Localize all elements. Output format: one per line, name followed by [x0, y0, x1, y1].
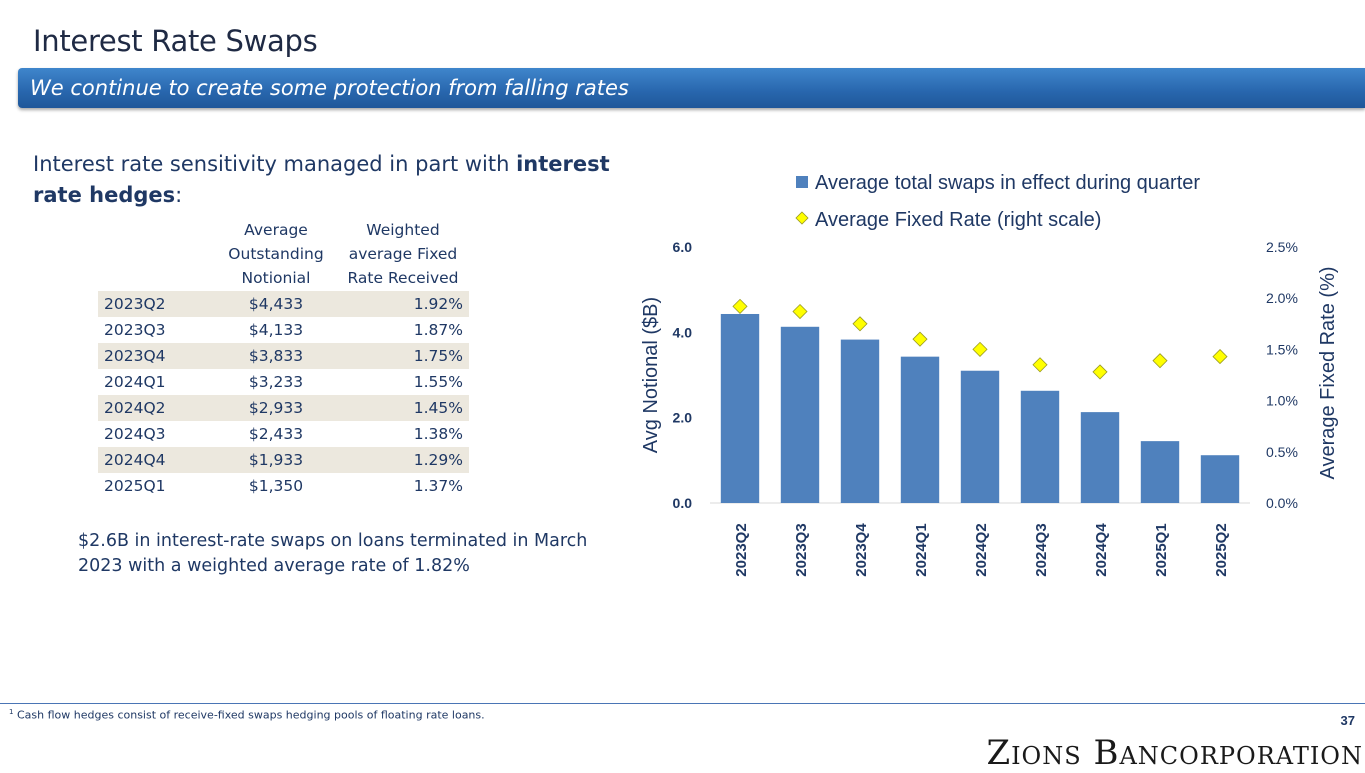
- legend-bar-label: Average total swaps in effect during qua…: [815, 172, 1200, 194]
- row-quarter: 2023Q2: [98, 291, 215, 317]
- row-notional: $4,133: [248, 321, 304, 339]
- row-quarter: 2024Q1: [104, 373, 166, 391]
- row-rate: 1.75%: [337, 343, 469, 369]
- bar: [1080, 412, 1120, 503]
- termination-note: $2.6B in interest-rate swaps on loans te…: [78, 531, 588, 576]
- intro-text-end: :: [175, 183, 183, 207]
- x-tick-label: 2024Q2: [973, 523, 990, 576]
- legend-diamond-label: Average Fixed Rate (right scale): [815, 209, 1101, 231]
- x-tick-label: 2024Q1: [913, 523, 930, 576]
- row-rate: 1.92%: [337, 291, 469, 317]
- y-right-tick-label: 0.0%: [1266, 495, 1298, 511]
- footer-divider: [0, 703, 1365, 704]
- y-tick-label: 6.0: [673, 239, 693, 255]
- rate-point: [852, 316, 868, 332]
- row-quarter: 2023Q4: [98, 343, 215, 369]
- y-right-tick-label: 1.5%: [1266, 341, 1298, 357]
- table-header-row: Average Outstanding Notionial Weighted a…: [98, 218, 469, 291]
- page-title: Interest Rate Swaps: [33, 24, 318, 58]
- rate-point: [1032, 357, 1048, 373]
- table-row: 2023Q3 $4,133 1.87%: [98, 317, 469, 343]
- x-tick-label: 2025Q1: [1153, 523, 1170, 576]
- rate-point: [732, 298, 748, 314]
- row-notional: $1,350: [248, 477, 304, 495]
- table-row: 2023Q4 $3,833 1.75%: [98, 343, 469, 369]
- row-quarter: 2025Q1: [104, 477, 166, 495]
- x-tick-label: 2025Q2: [1213, 523, 1230, 576]
- bar: [720, 313, 760, 503]
- bar: [1200, 455, 1240, 503]
- row-rate: 1.37%: [413, 477, 463, 495]
- header-rate: Weighted average Fixed Rate Received: [347, 221, 459, 287]
- bar: [780, 326, 820, 503]
- table-row: 2024Q4 $1,933 1.29%: [98, 447, 469, 473]
- row-rate: 1.29%: [337, 447, 469, 473]
- row-notional: $3,233: [248, 373, 304, 391]
- row-notional: $4,433: [215, 291, 337, 317]
- y-tick-label: 2.0: [673, 410, 693, 426]
- row-quarter: 2024Q4: [98, 447, 215, 473]
- bar: [1020, 390, 1060, 503]
- company-logo: Zions Bancorporation: [986, 733, 1363, 773]
- y-tick-label: 4.0: [673, 324, 693, 340]
- row-rate: 1.87%: [413, 321, 463, 339]
- row-quarter: 2024Q3: [104, 425, 166, 443]
- page-number: 37: [1340, 713, 1355, 728]
- intro-text-start: Interest rate sensitivity managed in par…: [33, 152, 517, 176]
- swaps-chart: Average total swaps in effect during qua…: [640, 172, 1339, 577]
- row-rate: 1.38%: [413, 425, 463, 443]
- footnote-marker: 1: [9, 708, 14, 716]
- footnote-text: Cash flow hedges consist of receive-fixe…: [16, 708, 485, 722]
- rate-point: [972, 341, 988, 357]
- row-rate: 1.45%: [337, 395, 469, 421]
- x-tick-label: 2023Q3: [793, 523, 810, 576]
- row-notional: $2,933: [215, 395, 337, 421]
- row-quarter: 2023Q3: [104, 321, 166, 339]
- footnote: 1 Cash flow hedges consist of receive-fi…: [9, 708, 485, 722]
- banner-text: We continue to create some protection fr…: [30, 76, 629, 100]
- y-axis-title: Avg Notional ($B): [640, 297, 662, 453]
- row-rate: 1.55%: [413, 373, 463, 391]
- intro-text-bold: interest rate hedges: [33, 152, 610, 207]
- row-quarter: 2024Q2: [98, 395, 215, 421]
- table-row: 2025Q1 $1,350 1.37%: [98, 473, 469, 499]
- bar: [960, 370, 1000, 503]
- x-tick-label: 2024Q4: [1093, 523, 1110, 577]
- bar: [900, 356, 940, 503]
- row-notional: $1,933: [215, 447, 337, 473]
- table-row: 2024Q1 $3,233 1.55%: [98, 369, 469, 395]
- legend-bar-swatch: [796, 176, 808, 188]
- x-tick-label: 2024Q3: [1033, 523, 1050, 576]
- bar: [840, 339, 880, 503]
- y-right-tick-label: 2.5%: [1266, 239, 1298, 255]
- swaps-table: Average Outstanding Notionial Weighted a…: [98, 218, 469, 499]
- rate-point: [1152, 353, 1168, 369]
- y-tick-label: 0.0: [673, 495, 693, 511]
- x-tick-label: 2023Q2: [733, 523, 750, 576]
- y-right-axis-title: Average Fixed Rate (%): [1317, 266, 1339, 479]
- legend-diamond-swatch: [795, 211, 809, 225]
- header-notional: Average Outstanding Notionial: [228, 221, 324, 287]
- rate-point: [1212, 349, 1228, 365]
- y-right-tick-label: 1.0%: [1266, 393, 1298, 409]
- rate-point: [792, 303, 808, 320]
- row-notional: $2,433: [248, 425, 304, 443]
- y-right-tick-label: 2.0%: [1266, 290, 1298, 306]
- x-tick-label: 2023Q4: [853, 523, 870, 577]
- table-row: 2024Q2 $2,933 1.45%: [98, 395, 469, 421]
- y-right-tick-label: 0.5%: [1266, 444, 1298, 460]
- table-row: 2023Q2 $4,433 1.92%: [98, 291, 469, 317]
- subtitle-banner: We continue to create some protection fr…: [18, 68, 1365, 108]
- rate-point: [1092, 364, 1108, 380]
- bar: [1140, 441, 1180, 503]
- intro-text: Interest rate sensitivity managed in par…: [33, 149, 613, 211]
- rate-point: [912, 331, 928, 347]
- table-row: 2024Q3 $2,433 1.38%: [98, 421, 469, 447]
- row-notional: $3,833: [215, 343, 337, 369]
